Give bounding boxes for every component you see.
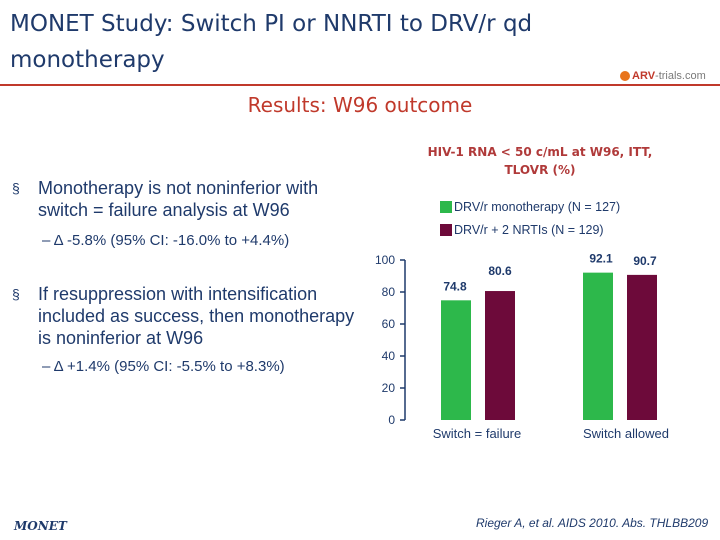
x-category-label: Switch allowed (583, 426, 669, 441)
legend-label-monotherapy: DRV/r monotherapy (N = 127) (454, 200, 621, 214)
bullet-2-text: If resuppression with intensification in… (38, 284, 355, 348)
logo-icon (620, 71, 630, 82)
legend-label-triple: DRV/r + 2 NRTIs (N = 129) (454, 223, 604, 237)
data-label: 90.7 (633, 254, 657, 268)
bullet-1-marker: § (12, 180, 20, 196)
data-label: 74.8 (443, 279, 467, 293)
data-label: 92.1 (589, 252, 613, 266)
y-tick-label: 100 (375, 253, 395, 267)
y-tick-label: 0 (388, 413, 395, 427)
slide-title: MONET Study: Switch PI or NNRTI to DRV/r… (10, 11, 533, 73)
bullet-1-text: Monotherapy is not noninferior with swit… (38, 178, 319, 220)
y-tick-label: 20 (382, 381, 396, 395)
bullet-1-sub: – Δ -5.8% (95% CI: -16.0% to +4.4%) (42, 232, 290, 249)
bullet-2-marker: § (12, 286, 20, 302)
title-divider (0, 84, 720, 86)
footer-study-name: MONET (14, 519, 67, 533)
bar-triple (627, 274, 657, 420)
x-category-label: Switch = failure (433, 426, 522, 441)
arv-trials-logo: ARV-trials.com (620, 70, 706, 82)
bar-monotherapy (441, 300, 471, 420)
logo-domain: -trials.com (655, 70, 706, 82)
slide-subtitle: Results: W96 outcome (247, 93, 473, 117)
bullet-1: § Monotherapy is not noninferior with sw… (12, 177, 368, 221)
data-label: 80.6 (488, 264, 512, 278)
legend-swatch-maroon (440, 224, 452, 236)
legend-swatch-green (440, 201, 452, 213)
y-tick-label: 60 (382, 317, 396, 331)
bar-monotherapy (583, 272, 613, 420)
y-tick-label: 40 (382, 349, 396, 363)
y-tick-label: 80 (382, 285, 396, 299)
bar-triple (485, 291, 515, 420)
bullet-2-sub: – Δ +1.4% (95% CI: -5.5% to +8.3%) (42, 358, 285, 375)
logo-brand: ARV (632, 70, 656, 82)
chart-title: HIV-1 RNA < 50 c/mL at W96, ITT, TLOVR (… (427, 145, 653, 177)
bullet-2: § If resuppression with intensification … (12, 283, 358, 349)
footer-citation: Rieger A, et al. AIDS 2010. Abs. THLBB20… (476, 516, 709, 530)
